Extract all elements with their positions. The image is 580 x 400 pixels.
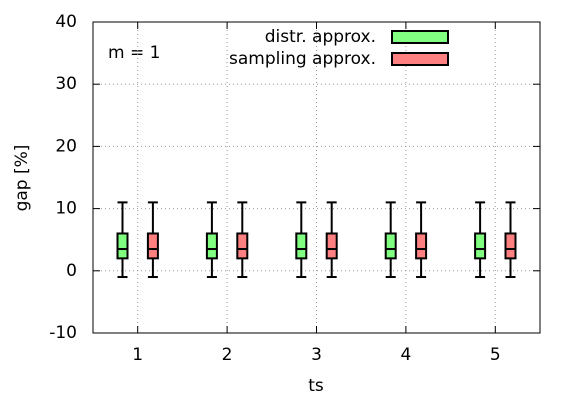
y-tick-label: 10 xyxy=(55,199,77,219)
legend-label: sampling approx. xyxy=(229,49,376,69)
x-tick-label: 2 xyxy=(222,345,233,365)
legend-label: distr. approx. xyxy=(265,27,376,47)
x-axis-label: ts xyxy=(308,376,324,396)
y-axis-label: gap [%] xyxy=(12,145,32,212)
box xyxy=(504,232,517,260)
y-tick-label: 40 xyxy=(55,12,77,32)
y-tick-label: 30 xyxy=(55,74,77,94)
box xyxy=(116,232,129,260)
plot-frame xyxy=(92,21,541,334)
y-tick-label: 0 xyxy=(66,261,77,281)
x-tick-label: 5 xyxy=(490,345,501,365)
box xyxy=(205,232,218,260)
box xyxy=(474,232,487,260)
box xyxy=(295,232,308,260)
y-tick-label: 20 xyxy=(55,136,77,156)
box xyxy=(236,232,249,260)
x-tick-label: 1 xyxy=(132,345,143,365)
annotation: m = 1 xyxy=(108,43,160,63)
legend-swatch xyxy=(391,30,449,44)
box xyxy=(384,232,397,260)
box xyxy=(146,232,159,260)
legend-swatch xyxy=(391,52,449,66)
y-tick-label: -10 xyxy=(49,323,77,343)
x-tick-label: 3 xyxy=(311,345,322,365)
box xyxy=(325,232,338,260)
x-tick-label: 4 xyxy=(400,345,411,365)
box xyxy=(415,232,428,260)
